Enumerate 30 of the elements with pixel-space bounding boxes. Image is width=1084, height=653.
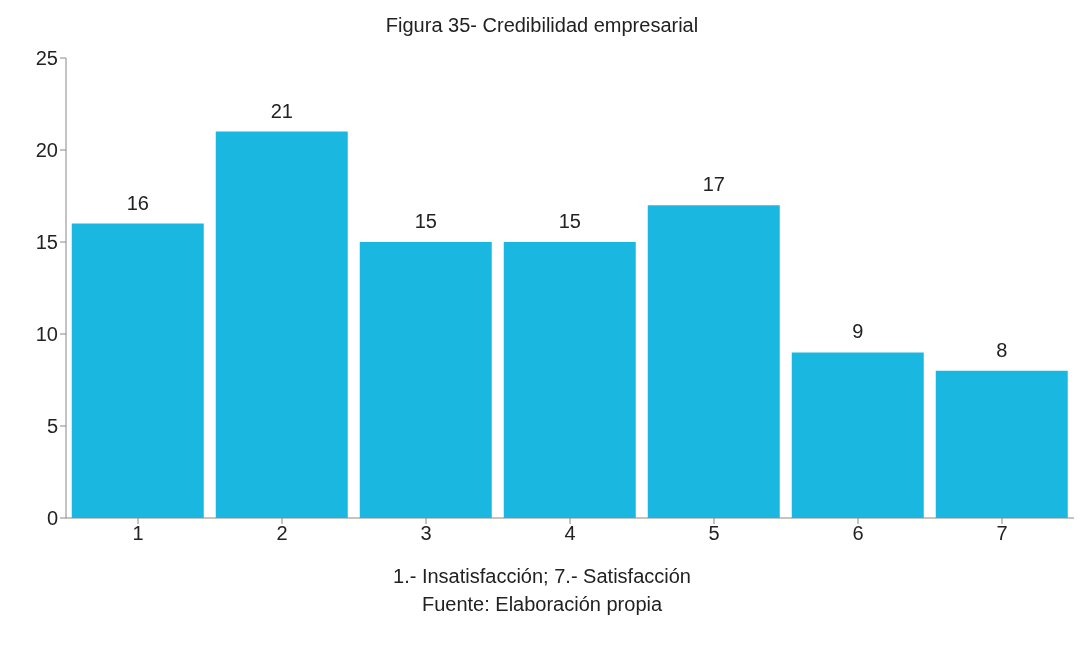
bar [503, 242, 636, 518]
bar [215, 131, 348, 518]
x-tick-label: 3 [420, 522, 432, 545]
bar [359, 242, 492, 518]
data-label: 21 [270, 99, 293, 122]
y-tick-label: 20 [35, 139, 58, 162]
y-tick-label: 0 [46, 507, 58, 530]
data-label: 9 [852, 320, 864, 343]
x-tick-label: 5 [708, 522, 720, 545]
x-axis-title: 1.- Insatisfacción; 7.- Satisfacción [392, 564, 692, 589]
x-tick-label: 4 [564, 522, 576, 545]
data-label: 8 [996, 338, 1008, 361]
y-tick-label: 15 [35, 231, 58, 254]
x-tick-label: 1 [132, 522, 144, 545]
chart-title: Figura 35- Credibilidad empresarial [384, 13, 700, 38]
data-label: 15 [558, 210, 581, 232]
bar [791, 352, 924, 518]
data-label: 17 [702, 173, 725, 196]
bar [647, 205, 780, 518]
source-note: Fuente: Elaboración propia [420, 592, 664, 617]
data-label: 16 [126, 191, 149, 214]
bar [71, 223, 204, 518]
x-tick-label: 6 [852, 522, 864, 545]
y-tick-label: 25 [35, 47, 58, 70]
data-label: 15 [414, 210, 437, 232]
y-tick-label: 10 [35, 323, 58, 346]
x-tick-label: 7 [996, 522, 1008, 545]
bar [935, 370, 1068, 518]
x-tick-label: 2 [276, 522, 288, 545]
y-tick-label: 5 [46, 415, 58, 438]
